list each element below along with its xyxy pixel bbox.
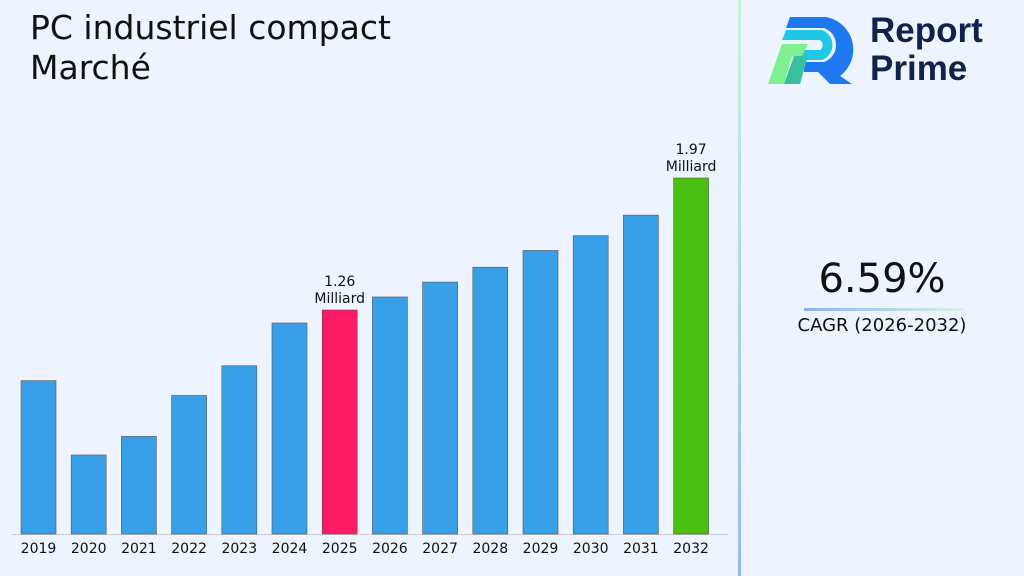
bar-2024 [271, 322, 308, 535]
bar-2022 [171, 395, 207, 535]
bar-2020 [70, 454, 107, 535]
logo-text: Report Prime [870, 12, 983, 88]
bar-2026 [372, 296, 408, 535]
bar-2032 [673, 177, 709, 535]
x-tick-2023: 2023 [221, 541, 257, 557]
data-unit-2025: Milliard [314, 291, 365, 307]
bar-2027 [422, 281, 458, 535]
bar-2025 [321, 309, 358, 535]
cagr-value: 6.59% [818, 256, 946, 302]
x-tick-2022: 2022 [171, 541, 207, 557]
x-tick-2031: 2031 [623, 541, 659, 557]
data-label-2025: 1.26 [324, 274, 355, 290]
x-tick-2027: 2027 [422, 541, 458, 557]
x-tick-2028: 2028 [472, 541, 508, 557]
x-tick-2026: 2026 [372, 541, 408, 557]
bar-2030 [572, 235, 609, 535]
report-prime-logo [768, 17, 854, 84]
divider [738, 0, 741, 576]
bar-2028 [472, 266, 509, 535]
bar-2031 [623, 214, 659, 535]
x-tick-2024: 2024 [272, 541, 308, 557]
data-label-2032: 1.97 [676, 142, 707, 158]
bar-2023 [221, 365, 258, 535]
chart-title: PC industriel compact Marché [30, 8, 391, 87]
x-tick-2029: 2029 [523, 541, 559, 557]
bar-2029 [522, 250, 559, 535]
cagr-label: CAGR (2026-2032) [797, 315, 967, 336]
cagr-underline [804, 308, 964, 311]
data-unit-2032: Milliard [666, 159, 717, 175]
bar-2021 [121, 436, 157, 535]
logo-line1: Report [870, 11, 983, 50]
x-tick-2020: 2020 [71, 541, 107, 557]
bar-2019 [20, 380, 57, 535]
x-tick-2025: 2025 [322, 541, 358, 557]
x-tick-2032: 2032 [673, 541, 709, 557]
bar-chart: 2019 2020 2021 2022 2023 2024 20251.26Milliard… [12, 142, 728, 557]
x-tick-2021: 2021 [121, 541, 157, 557]
x-tick-2019: 2019 [21, 541, 57, 557]
x-tick-2030: 2030 [573, 541, 609, 557]
logo-line2: Prime [870, 49, 968, 88]
